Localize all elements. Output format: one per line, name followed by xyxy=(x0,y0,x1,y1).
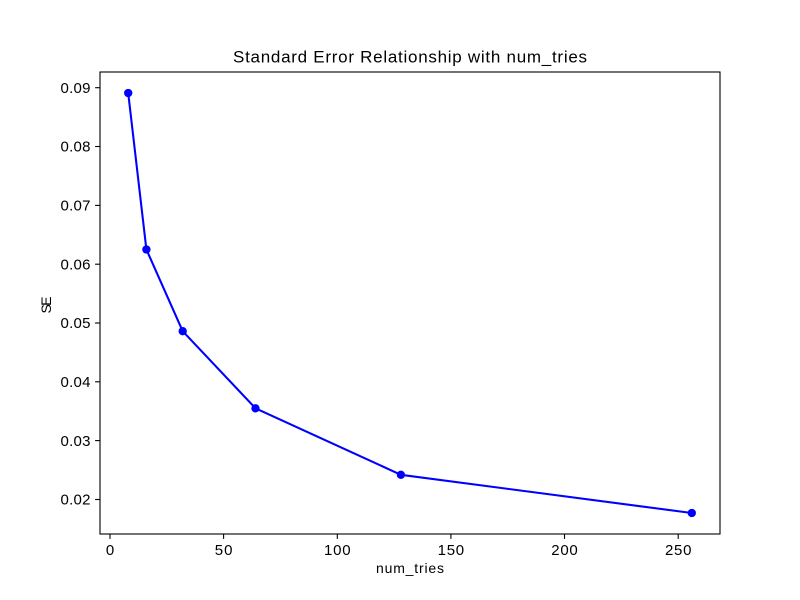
svg-text:0: 0 xyxy=(106,542,114,559)
svg-text:0.09: 0.09 xyxy=(61,80,91,97)
svg-text:250: 250 xyxy=(665,542,692,559)
svg-text:100: 100 xyxy=(324,542,351,559)
svg-text:num_tries: num_tries xyxy=(376,560,444,576)
svg-text:50: 50 xyxy=(215,542,233,559)
svg-text:0.02: 0.02 xyxy=(61,492,91,509)
svg-text:0.05: 0.05 xyxy=(61,315,91,332)
svg-text:Standard Error Relationship wi: Standard Error Relationship with num_tri… xyxy=(233,47,587,66)
svg-text:200: 200 xyxy=(551,542,578,559)
svg-text:SE: SE xyxy=(38,297,54,314)
svg-text:0.06: 0.06 xyxy=(61,256,91,273)
svg-text:0.04: 0.04 xyxy=(61,374,91,391)
svg-text:0.03: 0.03 xyxy=(61,433,91,450)
svg-text:0.07: 0.07 xyxy=(61,198,91,215)
svg-text:150: 150 xyxy=(438,542,465,559)
svg-text:0.08: 0.08 xyxy=(61,139,91,156)
